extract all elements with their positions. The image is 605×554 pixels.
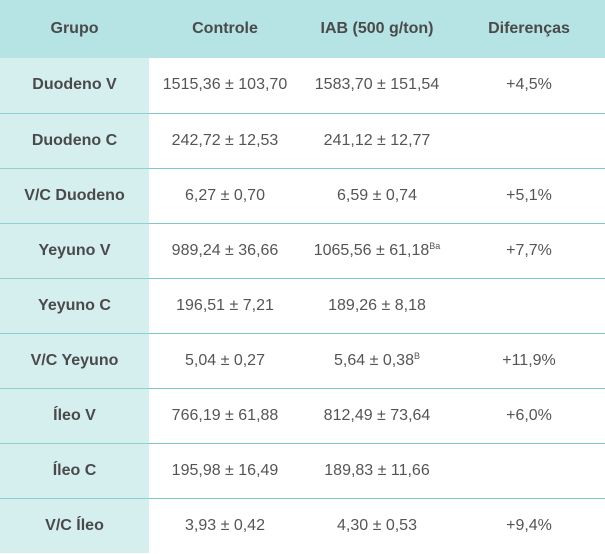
iab-value: 189,83 ± 11,66 xyxy=(324,461,430,479)
group-cell: Duodeno C xyxy=(0,113,149,169)
significance-mark: B xyxy=(413,350,420,361)
iab-value: 189,26 ± 8,18 xyxy=(328,296,426,314)
iab-value: 241,12 ± 12,77 xyxy=(323,131,431,149)
group-cell: Íleo C xyxy=(0,443,149,499)
diferencas-cell xyxy=(453,278,605,334)
group-cell: Íleo V xyxy=(0,388,149,444)
diferencas-cell: +11,9% xyxy=(453,333,605,389)
controle-cell: 3,93 ± 0,42 xyxy=(185,516,265,534)
diferencas-cell: +6,0% xyxy=(453,388,605,444)
table-row: V/C Duodeno 6,27 ± 0,70 6,59 ± 0,74 +5,1… xyxy=(0,168,605,224)
table-row: Íleo V 766,19 ± 61,88 812,49 ± 73,64 +6,… xyxy=(0,388,605,444)
diferencas-cell: +5,1% xyxy=(453,168,605,224)
controle-cell: 766,19 ± 61,88 xyxy=(149,388,301,444)
controle-cell: 989,24 ± 36,66 xyxy=(149,223,301,279)
controle-cell: 5,04 ± 0,27 xyxy=(149,333,301,389)
iab-cell: 5,64 ± 0,38B xyxy=(301,333,453,389)
iab-cell: 1583,70 ± 151,54 xyxy=(301,58,453,114)
iab-value: 6,59 ± 0,74 xyxy=(337,186,417,204)
iab-value: 5,64 ± 0,38 xyxy=(334,351,414,369)
diferencas-cell: +9,4% xyxy=(506,516,552,534)
header-row: Grupo Controle IAB (500 g/ton) Diferença… xyxy=(0,0,605,58)
controle-cell: 242,72 ± 12,53 xyxy=(149,113,301,169)
group-cell: Duodeno V xyxy=(0,58,149,114)
iab-cell: 4,30 ± 0,53 xyxy=(301,498,453,553)
iab-value: 4,30 ± 0,53 xyxy=(337,516,417,534)
group-cell: V/C Íleo xyxy=(0,498,149,553)
diferencas-cell: +4,5% xyxy=(453,58,605,114)
controle-cell: 6,27 ± 0,70 xyxy=(149,168,301,224)
table-header: Grupo Controle IAB (500 g/ton) Diferença… xyxy=(0,0,605,58)
table-row: Yeyuno C 196,51 ± 7,21 189,26 ± 8,18 xyxy=(0,278,605,334)
diferencas-cell xyxy=(453,113,605,169)
group-cell: V/C Duodeno xyxy=(0,168,149,224)
table-body: Duodeno V 1515,36 ± 103,70 1583,70 ± 151… xyxy=(0,58,605,553)
group-cell: Yeyuno C xyxy=(0,278,149,334)
table-row: Yeyuno V 989,24 ± 36,66 1065,56 ± 61,18B… xyxy=(0,223,605,279)
table-row: V/C Yeyuno 5,04 ± 0,27 5,64 ± 0,38B +11,… xyxy=(0,333,605,389)
iab-value: 1583,70 ± 151,54 xyxy=(314,76,440,94)
controle-cell: 196,51 ± 7,21 xyxy=(149,278,301,334)
iab-cell: 1065,56 ± 61,18Ba xyxy=(301,223,453,279)
diferencas-cell xyxy=(453,443,605,499)
controle-cell: 1515,36 ± 103,70 xyxy=(149,58,301,114)
header-iab: IAB (500 g/ton) xyxy=(301,0,453,58)
iab-cell: 6,59 ± 0,74 xyxy=(301,168,453,224)
table-row: Duodeno C 242,72 ± 12,53 241,12 ± 12,77 xyxy=(0,113,605,169)
group-cell: Yeyuno V xyxy=(0,223,149,279)
controle-cell: 195,98 ± 16,49 xyxy=(149,443,301,499)
header-diferencas: Diferenças xyxy=(453,0,605,58)
significance-mark: Ba xyxy=(429,240,441,251)
header-controle: Controle xyxy=(149,0,301,58)
iab-cell: 189,26 ± 8,18 xyxy=(301,278,453,334)
header-grupo: Grupo xyxy=(0,0,149,58)
iab-cell: 812,49 ± 73,64 xyxy=(301,388,453,444)
group-cell: V/C Yeyuno xyxy=(0,333,149,389)
iab-cell: 241,12 ± 12,77 xyxy=(301,113,453,169)
iab-cell: 189,83 ± 11,66 xyxy=(301,443,453,499)
iab-value: 1065,56 ± 61,18 xyxy=(313,241,430,259)
table-row: Duodeno V 1515,36 ± 103,70 1583,70 ± 151… xyxy=(0,58,605,114)
table-row: V/C Íleo 3,93 ± 0,42 4,30 ± 0,53 +9,4% xyxy=(0,498,605,553)
diferencas-cell: +7,7% xyxy=(453,223,605,279)
iab-value: 812,49 ± 73,64 xyxy=(323,406,431,424)
table-row: Íleo C 195,98 ± 16,49 189,83 ± 11,66 xyxy=(0,443,605,499)
